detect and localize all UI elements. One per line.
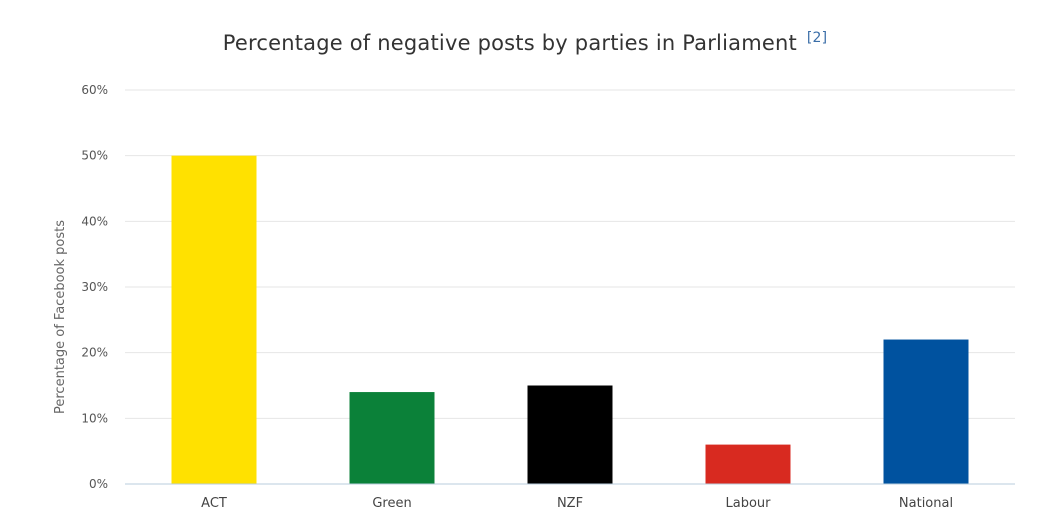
x-category-label: Green — [372, 496, 411, 511]
bar-labour[interactable] — [705, 444, 791, 484]
x-category-label: National — [899, 496, 953, 511]
chart-title-text: Percentage of negative posts by parties … — [222, 31, 797, 55]
x-category-label: Labour — [726, 496, 772, 511]
x-category-label: NZF — [557, 496, 583, 511]
y-tick-label: 40% — [81, 214, 108, 228]
bar-act[interactable] — [171, 155, 257, 484]
gridlines — [125, 89, 1015, 419]
x-axis-categories: ACT Green NZF Labour National — [201, 496, 953, 511]
title-reference-link[interactable]: [2] — [806, 30, 828, 46]
y-axis-label: Percentage of Facebook posts — [53, 220, 68, 414]
y-tick-label: 60% — [81, 83, 108, 97]
x-category-label: ACT — [201, 496, 227, 511]
y-tick-label: 0% — [89, 477, 108, 491]
bar-green[interactable] — [349, 392, 435, 484]
chart-title: Percentage of negative posts by parties … — [0, 30, 1050, 55]
y-tick-label: 30% — [81, 280, 108, 294]
bar-national[interactable] — [883, 339, 969, 484]
bars — [171, 155, 969, 485]
y-tick-label: 50% — [81, 149, 108, 163]
bar-nzf[interactable] — [527, 385, 613, 485]
y-tick-label: 20% — [81, 346, 108, 360]
y-tick-label: 10% — [81, 411, 108, 425]
y-axis-ticks: 0% 10% 20% 30% 40% 50% 60% — [81, 83, 108, 491]
